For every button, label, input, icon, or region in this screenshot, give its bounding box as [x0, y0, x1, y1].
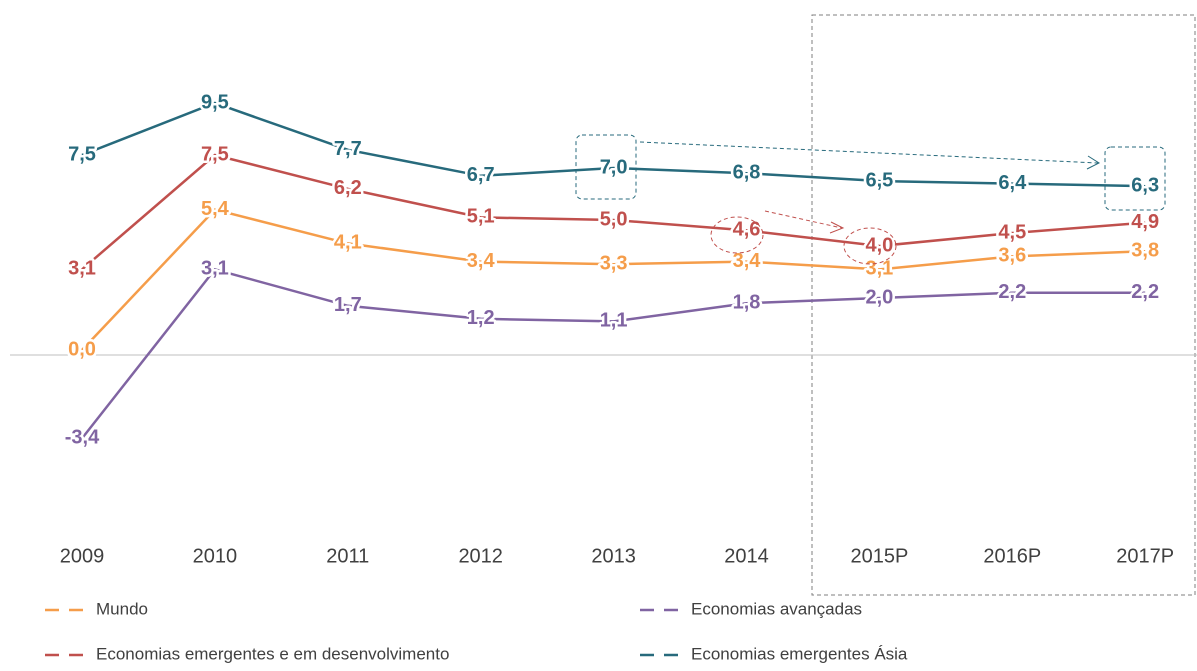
data-label: 7,5: [68, 143, 96, 165]
data-label: 6,3: [1131, 174, 1159, 196]
x-tick-label: 2011: [326, 545, 369, 567]
data-label: 4,0: [865, 234, 893, 256]
data-label: 2,2: [998, 281, 1026, 303]
x-tick-label: 2009: [60, 545, 105, 567]
data-label: 3,6: [998, 245, 1026, 267]
data-label: 7,5: [201, 143, 229, 165]
highlight-box: [575, 134, 637, 200]
plot: 2009 2010 2011 2012 2013 2014 2015P 2016P 2017P 0…: [10, 89, 1197, 567]
data-label: 3,3: [600, 252, 628, 274]
legend-label: Economias emergentes e em desenvolviment…: [96, 644, 449, 663]
data-label: 2,0: [865, 286, 893, 308]
x-tick-label: 2015P: [850, 545, 908, 567]
arrow-head: [1086, 155, 1101, 170]
data-label: 2,2: [1131, 281, 1159, 303]
x-tick-label: 2017P: [1116, 545, 1174, 567]
data-label: 4,6: [733, 219, 761, 241]
data-label: 3,1: [865, 258, 893, 280]
data-label: 9,5: [201, 91, 229, 113]
data-label: 4,9: [1131, 211, 1159, 233]
x-tick-label: 2014: [724, 545, 769, 567]
data-label: -3,4: [65, 427, 100, 449]
arrow: [764, 210, 843, 229]
data-label: 6,4: [998, 172, 1027, 194]
data-label: 5,0: [600, 208, 628, 230]
legend-label: Mundo: [96, 599, 148, 618]
projection-box: [811, 14, 1196, 596]
data-label: 3,1: [68, 258, 96, 280]
highlight-box: [1104, 146, 1166, 211]
series-line: [81, 267, 1146, 440]
legend-label: Economias emergentes Ásia: [691, 644, 908, 663]
data-label: 6,5: [865, 169, 893, 191]
data-label: 5,4: [201, 198, 230, 220]
data-label: 7,0: [600, 156, 628, 178]
data-label: 6,2: [334, 177, 362, 199]
data-label: 3,4: [467, 250, 496, 272]
data-label: 4,1: [334, 232, 362, 254]
x-tick-label: 2012: [458, 545, 503, 567]
data-label: 1,8: [733, 291, 761, 313]
x-tick-label: 2010: [193, 545, 238, 567]
series-line: [81, 208, 1146, 351]
highlight-circle: [710, 216, 764, 254]
data-label: 6,7: [467, 164, 495, 186]
data-label: 4,5: [998, 221, 1026, 243]
legend-label: Economias avançadas: [691, 599, 862, 618]
series-line: [81, 101, 1146, 188]
x-tick-label: 2013: [591, 545, 636, 567]
data-label: 7,7: [334, 138, 362, 160]
data-label: 3,1: [201, 258, 229, 280]
arrow-head: [829, 221, 845, 234]
data-label: 1,7: [334, 294, 362, 316]
data-label: 0,0: [68, 338, 96, 360]
data-label: 6,8: [733, 161, 761, 183]
x-tick-label: 2016P: [983, 545, 1041, 567]
highlight-circle: [843, 227, 897, 265]
data-label: 3,4: [733, 250, 762, 272]
arrow: [639, 141, 1099, 164]
data-label: 1,2: [467, 307, 495, 329]
data-label: 3,8: [1131, 239, 1159, 261]
data-label: 1,1: [600, 310, 628, 332]
series-line: [81, 153, 1146, 271]
data-label: 5,1: [467, 206, 495, 228]
